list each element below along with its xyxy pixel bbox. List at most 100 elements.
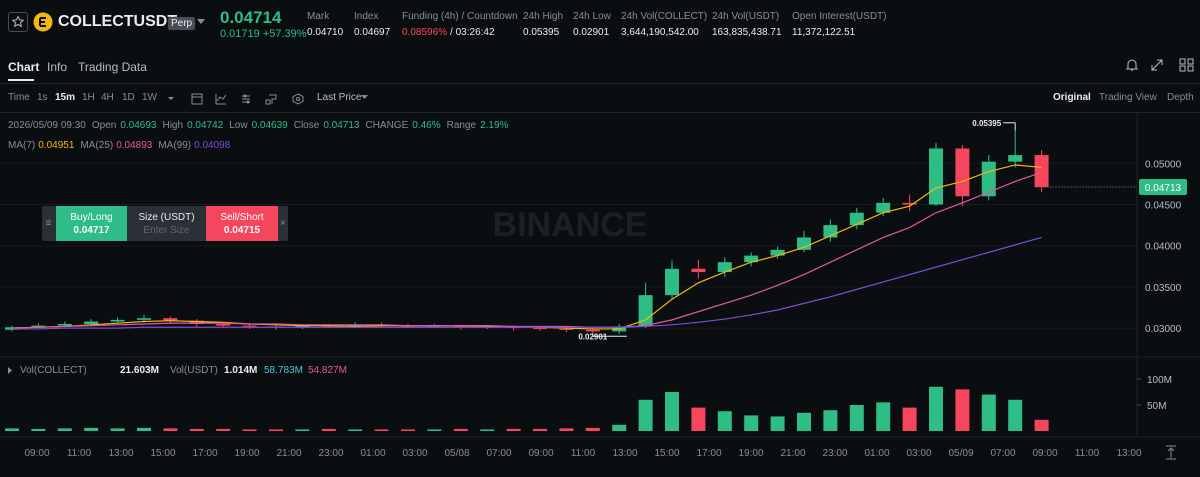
x-tick-label: 19:00 (234, 448, 259, 459)
interval[interactable]: 1D (122, 92, 135, 103)
volume-bar (453, 428, 468, 431)
volume-bar (110, 428, 125, 431)
dropdown-caret[interactable] (197, 19, 205, 25)
stat-label: 24h Low (573, 11, 611, 22)
volume-legend-icon (8, 367, 12, 374)
high-label: 0.05395 (972, 119, 1001, 128)
drag-handle[interactable]: ≡ (45, 218, 52, 229)
buy-button[interactable]: Buy/Long 0.04717 (56, 206, 127, 241)
candle-body (691, 268, 706, 273)
last-price: 0.04714 (220, 8, 282, 27)
legend-value: 0.04742 (187, 120, 224, 131)
favorite-button[interactable] (8, 12, 28, 32)
alert-icon[interactable] (1125, 59, 1139, 71)
expand-icon[interactable] (1151, 59, 1163, 71)
price-type-caret[interactable] (361, 95, 368, 100)
x-tick-label: 09:00 (24, 448, 49, 459)
order-panel: ≡ Buy/Long 0.04717 Size (USDT) Enter Siz… (42, 206, 288, 241)
x-tick-label: 07:00 (486, 448, 511, 459)
x-tick-label: 23:00 (822, 448, 847, 459)
volume-bar (955, 389, 970, 431)
volume-bar (981, 394, 996, 431)
view-option[interactable]: Original (1053, 92, 1091, 103)
candle-body (137, 318, 151, 320)
x-tick-label: 15:00 (654, 448, 679, 459)
last-price-label: 0.04713 (1145, 183, 1182, 194)
indicator-icon[interactable] (191, 93, 203, 105)
tab[interactable]: Chart (8, 60, 40, 74)
interval[interactable]: 1s (37, 92, 48, 103)
sell-button[interactable]: Sell/Short 0.04715 (206, 206, 278, 241)
legend-label: Close (293, 120, 320, 131)
size-input[interactable]: Size (USDT) Enter Size (127, 206, 206, 241)
candle-body (665, 268, 679, 296)
legend-time: 2026/05/09 09:30 (8, 120, 86, 131)
x-tick-label: 05/09 (948, 448, 973, 459)
view-option[interactable]: Depth (1167, 92, 1194, 103)
candle-body (189, 320, 204, 324)
ma-line (11, 164, 1042, 330)
x-tick-label: 01:00 (864, 448, 889, 459)
interval[interactable]: 1H (82, 92, 95, 103)
ma-line (12, 236, 1042, 330)
buy-price: 0.04717 (73, 225, 110, 236)
volume-bar (348, 429, 363, 431)
template-icon[interactable] (269, 94, 277, 104)
x-tick-label: 17:00 (696, 448, 721, 459)
volume-bar (533, 428, 547, 431)
volume-bar (321, 428, 336, 431)
layout-icon[interactable] (1179, 58, 1194, 72)
volume-legend: 58.783M (264, 365, 303, 376)
y-tick-label: 0.04000 (1145, 242, 1182, 253)
volume-bar (585, 427, 600, 431)
view-option[interactable]: Trading View (1099, 92, 1157, 103)
volume-bar (295, 429, 310, 431)
scroll-end-icon[interactable] (1166, 445, 1176, 460)
volume-bar (612, 424, 627, 431)
ma-name: MA(99) (158, 140, 192, 151)
star-icon (11, 15, 25, 28)
stat-value: 11,372,122.51 (792, 27, 856, 38)
draw-icon[interactable] (215, 94, 227, 105)
size-label: Size (USDT) (138, 212, 195, 223)
x-tick-label: 09:00 (528, 448, 553, 459)
stat-value: 0.08596% (402, 27, 448, 38)
price-type[interactable]: Last Price (317, 92, 362, 103)
interval[interactable]: 1W (142, 92, 157, 103)
last-price-tag (1139, 178, 1187, 195)
tab[interactable]: Info (47, 60, 68, 74)
volume-tick-label: 50M (1147, 401, 1166, 412)
candle-body (453, 325, 468, 328)
volume-bar (506, 428, 521, 431)
candle-body (1034, 155, 1049, 188)
ma-name: MA(25) (80, 140, 114, 151)
interval[interactable]: 15m (55, 92, 76, 103)
stat-label: 24h High (523, 11, 564, 22)
depth-icon[interactable] (292, 93, 304, 105)
size-placeholder: Enter Size (143, 225, 190, 236)
close-button[interactable]: × (280, 218, 286, 229)
volume-bar (242, 429, 257, 431)
ma-name: MA(7) (8, 140, 36, 151)
candle-body (717, 262, 732, 273)
x-tick-label: 21:00 (780, 448, 805, 459)
stat-extra: / 03:26:42 (450, 27, 495, 38)
x-tick-label: 03:00 (402, 448, 427, 459)
candle-body (797, 237, 811, 250)
volume-bar (717, 411, 732, 431)
volume-legend: 1.014M (224, 365, 257, 376)
x-tick-label: 01:00 (360, 448, 385, 459)
interval[interactable]: 4H (101, 92, 114, 103)
candle-body (929, 148, 943, 205)
volume-bar (744, 415, 759, 431)
sell-price: 0.04715 (223, 225, 261, 236)
volume-bar (770, 416, 785, 431)
candle-body (638, 295, 653, 327)
tab[interactable]: Trading Data (78, 60, 147, 74)
interval: Time (8, 92, 30, 103)
candle-body (110, 319, 125, 322)
candle-body (981, 161, 996, 197)
volume-bar (137, 427, 151, 431)
